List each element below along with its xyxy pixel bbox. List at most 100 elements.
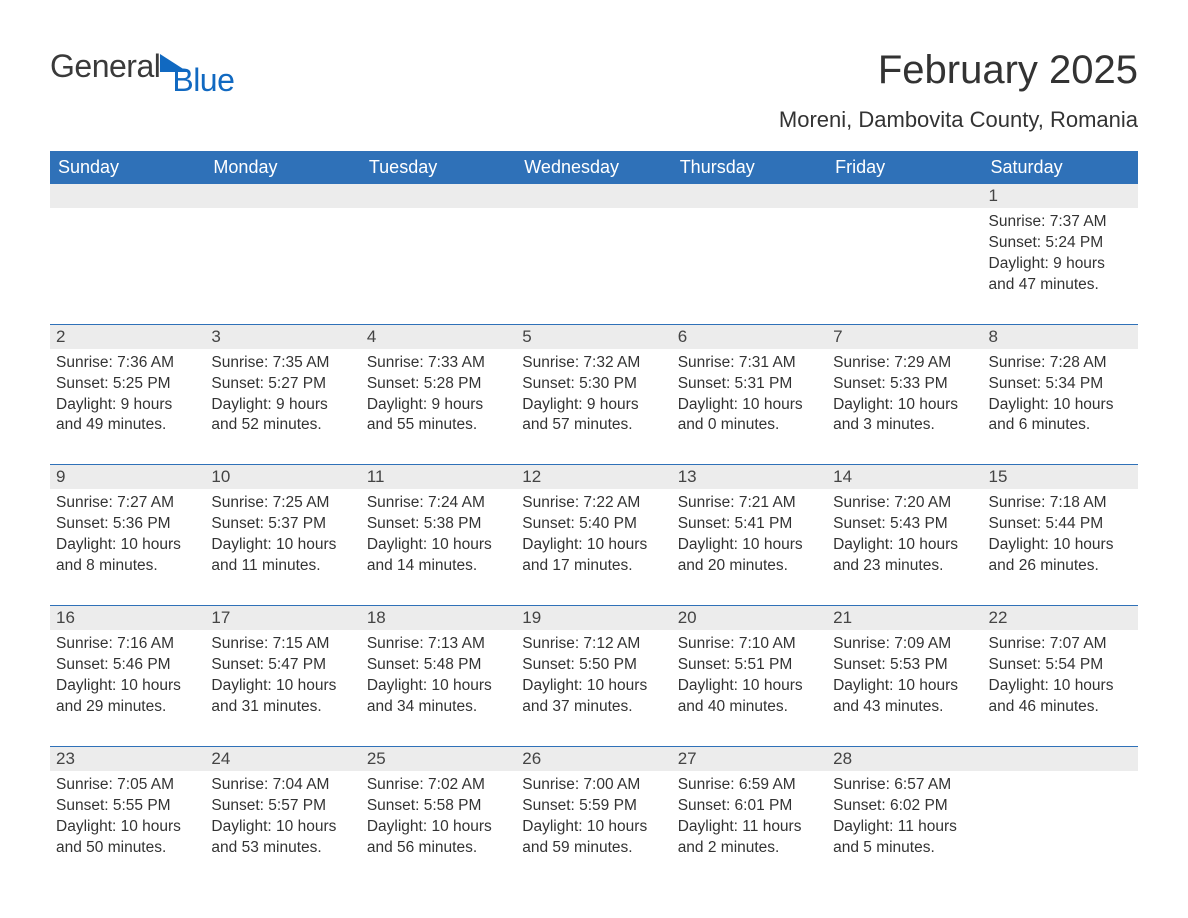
sunrise-text: Sunrise: 7:29 AM bbox=[833, 353, 976, 374]
sunset-text: Sunset: 5:43 PM bbox=[833, 514, 976, 535]
sunrise-text: Sunrise: 7:10 AM bbox=[678, 634, 821, 655]
day-number-cell: 28 bbox=[827, 747, 982, 771]
daylight-line1: Daylight: 10 hours bbox=[989, 676, 1132, 697]
daylight-line1: Daylight: 10 hours bbox=[211, 676, 354, 697]
daylight-line2: and 34 minutes. bbox=[367, 697, 510, 718]
daylight-line2: and 52 minutes. bbox=[211, 415, 354, 436]
day-detail-cell: Sunrise: 7:12 AMSunset: 5:50 PMDaylight:… bbox=[516, 630, 671, 746]
day-detail-row: Sunrise: 7:05 AMSunset: 5:55 PMDaylight:… bbox=[50, 771, 1138, 877]
col-sunday: Sunday bbox=[50, 151, 205, 184]
daylight-line1: Daylight: 10 hours bbox=[522, 676, 665, 697]
sunset-text: Sunset: 5:58 PM bbox=[367, 796, 510, 817]
daylight-line2: and 14 minutes. bbox=[367, 556, 510, 577]
sunrise-text: Sunrise: 7:28 AM bbox=[989, 353, 1132, 374]
day-number-cell: 15 bbox=[983, 465, 1138, 489]
daylight-line1: Daylight: 10 hours bbox=[367, 817, 510, 838]
sunset-text: Sunset: 5:54 PM bbox=[989, 655, 1132, 676]
sunset-text: Sunset: 5:44 PM bbox=[989, 514, 1132, 535]
logo-word-2: Blue bbox=[172, 62, 234, 99]
daylight-line1: Daylight: 10 hours bbox=[678, 535, 821, 556]
day-detail-cell: Sunrise: 7:35 AMSunset: 5:27 PMDaylight:… bbox=[205, 349, 360, 465]
sunset-text: Sunset: 5:50 PM bbox=[522, 655, 665, 676]
sunset-text: Sunset: 5:25 PM bbox=[56, 374, 199, 395]
day-detail-cell: Sunrise: 7:33 AMSunset: 5:28 PMDaylight:… bbox=[361, 349, 516, 465]
daylight-line2: and 23 minutes. bbox=[833, 556, 976, 577]
daylight-line2: and 47 minutes. bbox=[989, 275, 1132, 296]
daylight-line2: and 0 minutes. bbox=[678, 415, 821, 436]
day-detail-cell: Sunrise: 7:18 AMSunset: 5:44 PMDaylight:… bbox=[983, 489, 1138, 605]
day-number-cell: 2 bbox=[50, 325, 205, 349]
day-number-cell bbox=[361, 184, 516, 208]
sunrise-text: Sunrise: 7:18 AM bbox=[989, 493, 1132, 514]
day-number-cell: 11 bbox=[361, 465, 516, 489]
day-number-cell: 3 bbox=[205, 325, 360, 349]
day-number-cell: 7 bbox=[827, 325, 982, 349]
day-detail-cell: Sunrise: 7:16 AMSunset: 5:46 PMDaylight:… bbox=[50, 630, 205, 746]
sunset-text: Sunset: 5:41 PM bbox=[678, 514, 821, 535]
sunset-text: Sunset: 5:36 PM bbox=[56, 514, 199, 535]
daylight-line2: and 11 minutes. bbox=[211, 556, 354, 577]
day-number-cell: 27 bbox=[672, 747, 827, 771]
sunrise-text: Sunrise: 7:21 AM bbox=[678, 493, 821, 514]
sunrise-text: Sunrise: 7:15 AM bbox=[211, 634, 354, 655]
day-number-cell: 26 bbox=[516, 747, 671, 771]
day-detail-cell: Sunrise: 7:10 AMSunset: 5:51 PMDaylight:… bbox=[672, 630, 827, 746]
sunset-text: Sunset: 5:51 PM bbox=[678, 655, 821, 676]
daylight-line1: Daylight: 10 hours bbox=[522, 535, 665, 556]
daylight-line2: and 20 minutes. bbox=[678, 556, 821, 577]
daylight-line2: and 59 minutes. bbox=[522, 838, 665, 859]
day-detail-cell: Sunrise: 7:00 AMSunset: 5:59 PMDaylight:… bbox=[516, 771, 671, 877]
sunrise-text: Sunrise: 7:09 AM bbox=[833, 634, 976, 655]
sunrise-text: Sunrise: 7:22 AM bbox=[522, 493, 665, 514]
day-number-cell bbox=[672, 184, 827, 208]
sunrise-text: Sunrise: 7:36 AM bbox=[56, 353, 199, 374]
sunrise-text: Sunrise: 7:20 AM bbox=[833, 493, 976, 514]
day-number-cell: 24 bbox=[205, 747, 360, 771]
sunset-text: Sunset: 5:34 PM bbox=[989, 374, 1132, 395]
sunrise-text: Sunrise: 6:59 AM bbox=[678, 775, 821, 796]
day-detail-row: Sunrise: 7:36 AMSunset: 5:25 PM Daylight:… bbox=[50, 349, 1138, 465]
daylight-line1: Daylight: 9 hours bbox=[211, 395, 354, 416]
sunset-text: Sunset: 5:55 PM bbox=[56, 796, 199, 817]
daylight-line2: and 57 minutes. bbox=[522, 415, 665, 436]
daylight-line1: Daylight: 10 hours bbox=[211, 817, 354, 838]
daylight-line1: Daylight: 10 hours bbox=[367, 535, 510, 556]
day-number-row: 232425262728 bbox=[50, 747, 1138, 771]
daylight-line1: Daylight: 10 hours bbox=[833, 535, 976, 556]
day-number-cell bbox=[983, 747, 1138, 771]
sunrise-text: Sunrise: 7:07 AM bbox=[989, 634, 1132, 655]
day-detail-row: Sunrise: 7:16 AMSunset: 5:46 PMDaylight:… bbox=[50, 630, 1138, 746]
day-number-cell: 1 bbox=[983, 184, 1138, 208]
day-number-cell: 13 bbox=[672, 465, 827, 489]
sunset-text: Sunset: 5:24 PM bbox=[989, 233, 1132, 254]
col-thursday: Thursday bbox=[672, 151, 827, 184]
logo-word-1: General bbox=[50, 48, 160, 85]
day-number-cell: 20 bbox=[672, 606, 827, 630]
daylight-line2: and 31 minutes. bbox=[211, 697, 354, 718]
sunset-text: Sunset: 5:27 PM bbox=[211, 374, 354, 395]
day-detail-cell: Sunrise: 7:04 AMSunset: 5:57 PMDaylight:… bbox=[205, 771, 360, 877]
day-number-cell: 21 bbox=[827, 606, 982, 630]
calendar-table: Sunday Monday Tuesday Wednesday Thursday… bbox=[50, 151, 1138, 876]
daylight-line1: Daylight: 10 hours bbox=[833, 395, 976, 416]
day-number-cell: 25 bbox=[361, 747, 516, 771]
daylight-line2: and 6 minutes. bbox=[989, 415, 1132, 436]
day-detail-cell: Sunrise: 7:36 AMSunset: 5:25 PMDaylight:… bbox=[50, 349, 205, 465]
header-region: General Blue February 2025 Moreni, Dambo… bbox=[50, 48, 1138, 133]
day-detail-cell: Sunrise: 7:13 AMSunset: 5:48 PMDaylight:… bbox=[361, 630, 516, 746]
daylight-line1: Daylight: 10 hours bbox=[367, 676, 510, 697]
daylight-line2: and 29 minutes. bbox=[56, 697, 199, 718]
day-detail-cell bbox=[672, 208, 827, 324]
sunset-text: Sunset: 5:28 PM bbox=[367, 374, 510, 395]
daylight-line1: Daylight: 9 hours bbox=[989, 254, 1132, 275]
sunset-text: Sunset: 5:57 PM bbox=[211, 796, 354, 817]
sunrise-text: Sunrise: 7:16 AM bbox=[56, 634, 199, 655]
day-number-row: 1 bbox=[50, 184, 1138, 208]
daylight-line2: and 8 minutes. bbox=[56, 556, 199, 577]
col-friday: Friday bbox=[827, 151, 982, 184]
sunset-text: Sunset: 5:59 PM bbox=[522, 796, 665, 817]
sunrise-text: Sunrise: 7:24 AM bbox=[367, 493, 510, 514]
sunset-text: Sunset: 5:31 PM bbox=[678, 374, 821, 395]
daylight-line1: Daylight: 9 hours bbox=[367, 395, 510, 416]
day-detail-cell: Sunrise: 7:28 AMSunset: 5:34 PMDaylight:… bbox=[983, 349, 1138, 465]
